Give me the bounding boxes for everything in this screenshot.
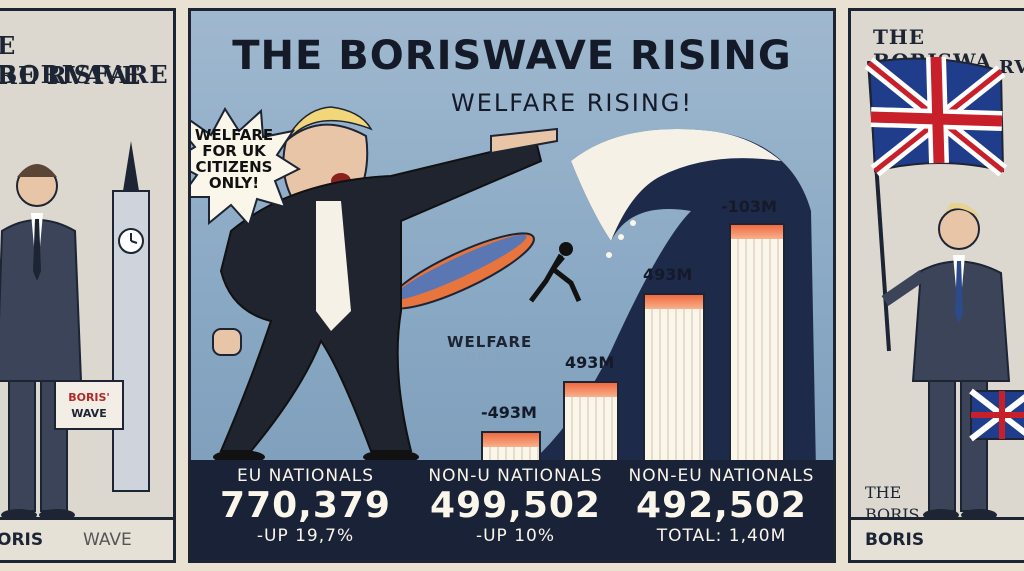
briefcase-icon: BORIS' WAVE [54, 380, 124, 430]
page-title: THE BORISWAVE RISING [232, 33, 792, 79]
left-footer-right: WAVE [83, 530, 132, 550]
stat-change: -UP 19,7% [256, 526, 355, 546]
stat-label: NON-EU NATIONALS [628, 466, 815, 486]
speech-bubble-shape [191, 107, 302, 227]
stat-change: TOTAL: 1,40M [656, 526, 787, 546]
svg-text:BORIS': BORIS' [68, 391, 110, 404]
stat-number: 770,379 [220, 485, 391, 526]
right-title-line2: RVE [999, 57, 1024, 78]
stat-column-non-eu: NON-EU NATIONALS 492,502 TOTAL: 1,40M [619, 460, 824, 546]
bar-4-label: -103M [721, 197, 777, 216]
wave-label: WELFARE [447, 333, 533, 351]
right-footer: BORIS [851, 517, 1024, 560]
stat-column-eu: EU NATIONALS 770,379 -UP 19,7% [203, 460, 408, 546]
stats-bar: EU NATIONALS 770,379 -UP 19,7% NON-U NAT… [191, 460, 833, 560]
right-illustration [864, 56, 1024, 521]
clock-tower-icon [112, 141, 150, 492]
surfboard-icon [387, 232, 535, 310]
left-footer: ORIS WAVE [0, 517, 173, 560]
center-panel: THE BORISWAVE RISING WELFARE RISING! [188, 8, 836, 563]
man-in-suit-figure [0, 164, 83, 521]
bar-2 [563, 381, 619, 469]
left-title-line2: RE RVAVE [0, 61, 142, 90]
bar-4 [729, 223, 785, 469]
left-footer-left: ORIS [0, 530, 44, 550]
stat-number: 499,502 [430, 485, 601, 526]
svg-text:WAVE: WAVE [71, 407, 106, 420]
stat-label: NON-U NATIONALS [428, 466, 603, 486]
right-panel: THE BORISWA RVE [848, 8, 1024, 563]
bar-3 [643, 293, 705, 469]
stat-column-non-u: NON-U NATIONALS 499,502 -UP 10% [413, 460, 618, 546]
right-logo-the: THE [865, 483, 902, 502]
right-footer-text: BORIS [865, 530, 925, 550]
bar-1-label: -493M [481, 403, 537, 422]
wave-sublabel: ONLY [467, 351, 504, 364]
politician-figure [212, 106, 558, 464]
falling-figure [529, 242, 582, 303]
page-subtitle: WELFARE RISING! [451, 89, 693, 117]
stat-change: -UP 10% [475, 526, 556, 546]
man-in-suit-figure [881, 202, 1011, 521]
union-jack-flag-icon [864, 56, 1008, 352]
briefcase-icon [969, 388, 1024, 442]
stat-number: 492,502 [636, 485, 807, 526]
left-title-line1: E BORISFARE [0, 31, 169, 89]
stat-label: EU NATIONALS [236, 466, 374, 486]
speech-bubble-text: WELFARE FOR UK CITIZENS ONLY! [194, 126, 274, 192]
left-panel: E BORISFARE RE RVAVE BORIS' WAVE [0, 8, 176, 563]
left-illustration: BORIS' WAVE [0, 141, 150, 521]
bar-2-label: 493M [565, 353, 615, 372]
bar-3-label: 493M [643, 265, 693, 284]
